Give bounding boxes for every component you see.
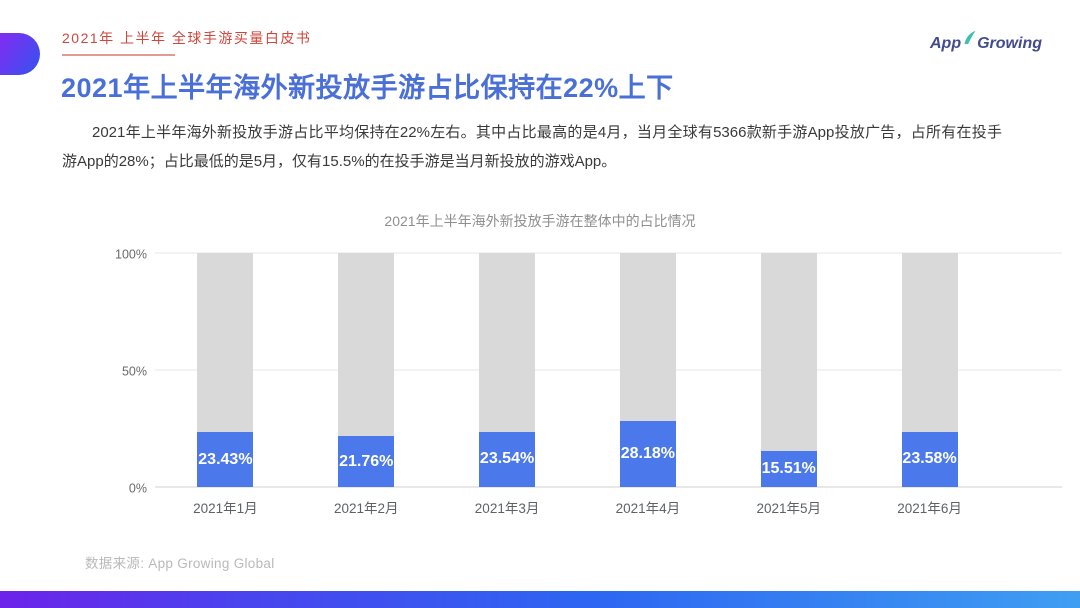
- x-axis-tick: 2021年3月: [474, 501, 540, 516]
- bar-fill: 23.58%: [901, 431, 958, 487]
- x-axis-tick: 2021年1月: [193, 501, 258, 516]
- report-series-label: 2021年 上半年 全球手游买量白皮书: [62, 30, 312, 46]
- logo-text-growing: Growing: [977, 35, 1042, 52]
- page-title: 2021年上半年海外新投放手游占比保持在22%上下: [61, 73, 674, 103]
- bar-fill: 15.51%: [760, 450, 817, 487]
- gridline-50%: [155, 369, 1062, 371]
- bars-row: 23.43% 2021年1月 21.76% 2021年2月 23.54% 2021年3月 2…: [155, 253, 1000, 516]
- y-axis-tick-100%: 100%: [115, 246, 147, 261]
- series-underline: [62, 54, 175, 56]
- bar-value-label: 23.54%: [479, 450, 535, 468]
- logo-leaf-icon: [963, 30, 976, 50]
- bar-slot-2021年5月: 15.51% 2021年5月: [718, 253, 859, 516]
- bar-slot-2021年2月: 21.76% 2021年2月: [296, 253, 437, 516]
- bar-value-label: 21.76%: [339, 452, 394, 470]
- bar-value-label: 23.43%: [198, 450, 253, 468]
- x-axis-tick: 2021年4月: [615, 501, 681, 516]
- bar-track: [760, 253, 817, 487]
- bar-fill: 23.43%: [197, 432, 254, 487]
- bar-value-label: 23.58%: [902, 450, 957, 468]
- gridline-0%: [155, 486, 1062, 488]
- bar-slot-2021年1月: 23.43% 2021年1月: [155, 253, 296, 516]
- x-axis-tick: 2021年6月: [897, 501, 962, 516]
- summary-paragraph: 2021年上半年海外新投放手游占比平均保持在22%左右。其中占比最高的是4月，当…: [62, 124, 1002, 171]
- gridline-100%: [155, 252, 1062, 254]
- appgrowing-logo: App Growing: [930, 30, 1042, 58]
- logo-text-app: App: [930, 35, 962, 52]
- bar-fill: 23.54%: [479, 431, 536, 487]
- chart-title: 2021年上半年海外新投放手游在整体中的占比情况: [384, 213, 696, 229]
- bar-fill: 28.18%: [619, 421, 676, 487]
- bottom-gradient-bar: [0, 591, 1080, 608]
- x-axis-tick: 2021年2月: [333, 501, 399, 516]
- data-source-note: 数据来源: App Growing Global: [85, 556, 275, 571]
- bar-slot-2021年4月: 28.18% 2021年4月: [577, 253, 718, 516]
- y-axis-tick-0%: 0%: [128, 480, 147, 495]
- bar-fill: 21.76%: [338, 436, 395, 487]
- header-accent-pill: [0, 33, 40, 75]
- bar-value-label: 15.51%: [761, 459, 816, 477]
- chart-plot: 0% 50% 100% 23.43% 2021年1月 21.76% 2021年2月 23.54…: [115, 248, 1062, 516]
- y-axis-tick-50%: 50%: [121, 363, 147, 378]
- x-axis-tick: 2021年5月: [756, 501, 821, 516]
- bar-slot-2021年6月: 23.58% 2021年6月: [859, 253, 1000, 516]
- bar-value-label: 28.18%: [620, 445, 676, 463]
- bar-slot-2021年3月: 23.54% 2021年3月: [437, 253, 578, 516]
